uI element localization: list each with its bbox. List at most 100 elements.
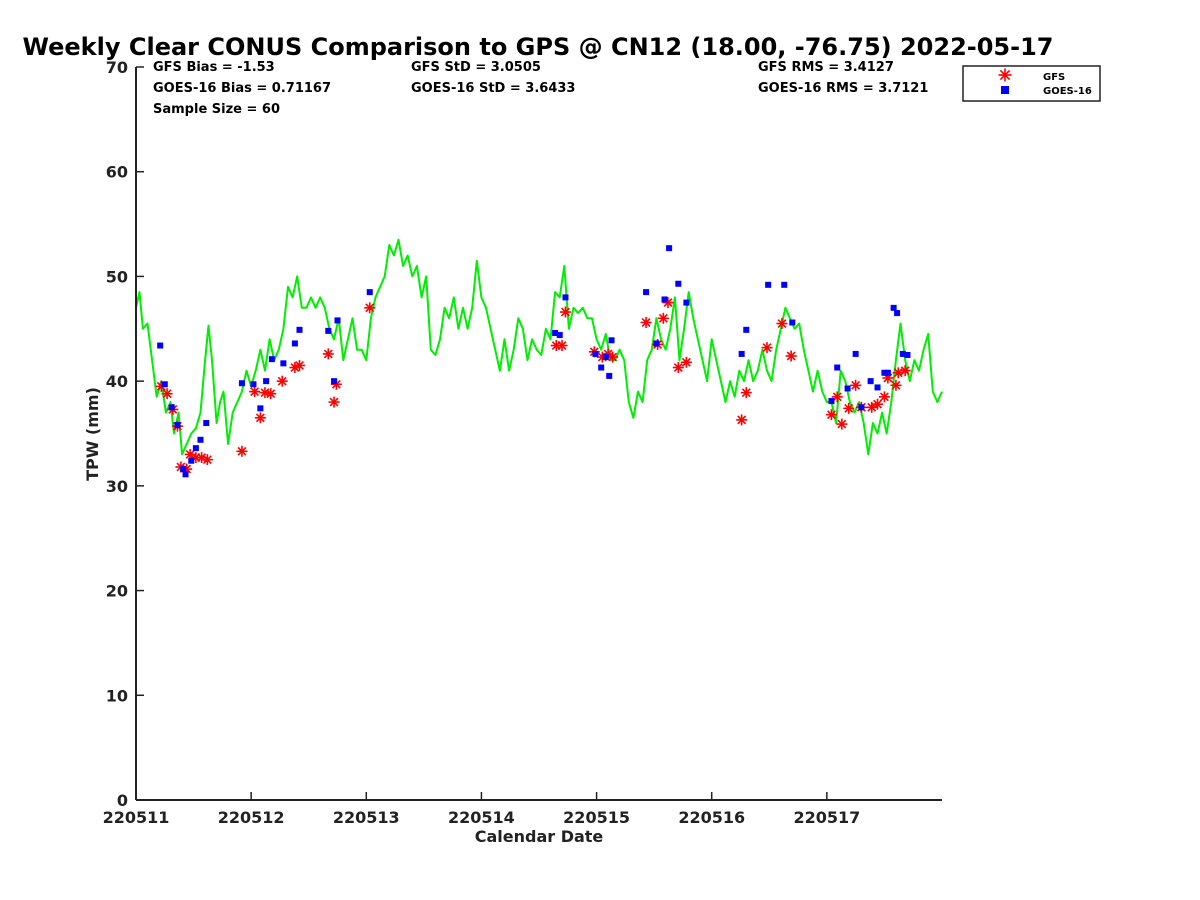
goes-point [157,342,164,349]
gps-series-line [135,238,943,456]
y-tick-label: 20 [106,582,128,601]
goes-point [874,384,881,391]
y-tick-label: 60 [106,163,128,182]
goes-point [858,404,865,411]
gfs-point [761,342,773,354]
goes-point [325,327,332,334]
goes-point [666,245,673,252]
gfs-point [254,412,266,424]
goes-point [828,398,835,405]
x-tick-label: 220515 [563,808,630,827]
gfs-point [850,379,862,391]
gfs-point [328,396,340,408]
stat-gfs-std: GFS StD = 3.0505 [411,60,541,75]
goes-point [562,294,569,301]
gfs-point [843,402,855,414]
gfs-point [559,306,571,318]
goes-point [250,381,257,388]
gfs-point [736,414,748,426]
goes-point [653,340,660,347]
gfs-point [836,418,848,430]
gfs-point [672,362,684,374]
gfs-point [878,391,890,403]
goes-point [268,356,275,363]
gfs-point [249,386,261,398]
goes-point [675,280,682,287]
goes-point [683,299,690,306]
goes-point [738,350,745,357]
goes-point [168,404,175,411]
goes-point [188,457,195,464]
gfs-point [294,359,306,371]
goes-point [602,354,609,361]
goes-point [556,332,563,339]
stats-block: GFS Bias = -1.53 GOES-16 Bias = 0.71167 … [153,60,928,117]
y-tick-label: 10 [106,686,128,705]
goes-point [161,381,168,388]
goes-point [899,350,906,357]
goes-point [203,420,210,427]
goes-point [366,289,373,296]
goes-point [867,378,874,385]
gfs-point [872,398,884,410]
goes-point [890,304,897,311]
y-tick-label: 70 [106,58,128,77]
goes-point [789,319,796,326]
stat-gfs-rms: GFS RMS = 3.4127 [758,60,894,75]
y-ticks: 0 10 20 30 40 50 60 70 [106,58,144,810]
goes-point [643,289,650,296]
goes-point [608,337,615,344]
gfs-point [831,391,843,403]
gfs-point [640,317,652,329]
legend-box [962,65,1101,102]
gfs-point [276,375,288,387]
gfs-point [201,454,213,466]
gfs-point [776,318,788,330]
gfs-point [607,351,619,363]
goes-point [180,466,187,473]
gfs-point [785,350,797,362]
y-tick-label: 50 [106,267,128,286]
legend-gfs-asterisk-icon [998,68,1012,82]
goes-point [743,326,750,333]
y-tick-label: 30 [106,477,128,496]
goes-point [884,369,891,376]
legend-goes-square-icon [1001,86,1009,94]
y-tick-label: 0 [117,791,128,810]
y-tick-label: 40 [106,372,128,391]
gfs-point [740,387,752,399]
gfs-point [657,312,669,324]
gfs-point [322,348,334,360]
goes-point [263,378,270,385]
stat-sample-size: Sample Size = 60 [153,102,280,117]
goes-point [881,369,888,376]
x-tick-label: 220517 [793,808,860,827]
goes-point [852,350,859,357]
goes-marker-layer [157,245,911,478]
goes-point [781,281,788,288]
goes-point [765,281,772,288]
goes-point [598,364,605,371]
y-axis-label: TPW (mm) [83,387,102,481]
stat-goes-bias: GOES-16 Bias = 0.71167 [153,81,331,96]
goes-point [552,329,559,336]
goes-point [844,385,851,392]
goes-point [592,350,599,357]
legend: GFS GOES-16 [962,65,1101,102]
gfs-point [161,388,173,400]
legend-gfs-asterisk [998,68,1012,82]
goes-point [280,360,287,367]
x-tick-label: 220512 [218,808,285,827]
goes-point [291,340,298,347]
stat-goes-rms: GOES-16 RMS = 3.7121 [758,81,928,96]
gfs-point [890,379,902,391]
plot-area: 0 10 20 30 40 50 60 70 220511 220512 220513 220514… [103,58,943,827]
gfs-point [364,302,376,314]
chart-title: Weekly Clear CONUS Comparison to GPS @ C… [23,33,1054,61]
x-axis-label: Calendar Date [475,827,604,846]
x-ticks: 220511 220512 220513 220514 220515 220516 2205… [103,792,860,827]
x-tick-label: 220511 [103,808,170,827]
goes-point [661,296,668,303]
stat-goes-std: GOES-16 StD = 3.6433 [411,81,575,96]
